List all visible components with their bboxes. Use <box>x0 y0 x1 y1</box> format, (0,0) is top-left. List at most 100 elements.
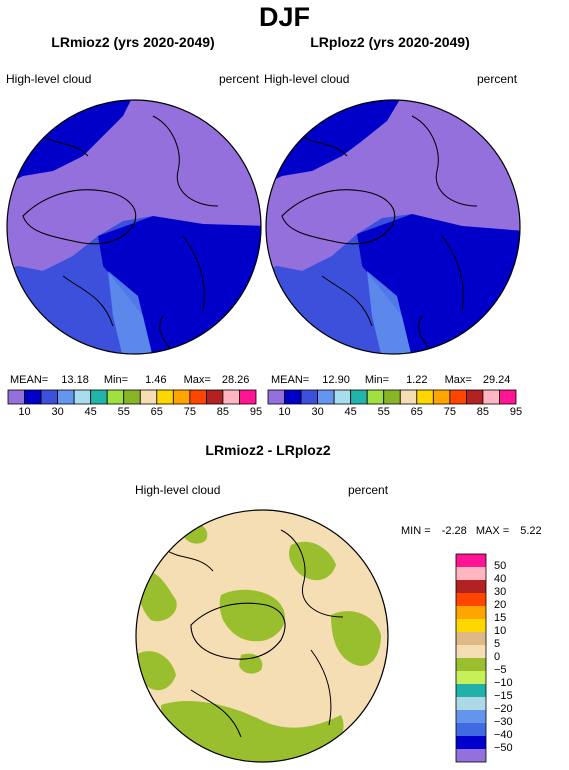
diff-panel-title: LRmioz2 - LRploz2 <box>205 442 331 458</box>
diff-colorbar-swatch <box>456 567 486 580</box>
diff-min-label: MIN = <box>401 525 431 537</box>
diff-colorbar-frame <box>455 553 487 763</box>
colorbar-swatch <box>383 389 401 405</box>
left-panel-title: LRmioz2 (yrs 2020-2049) <box>51 34 215 50</box>
diff-tick-label: −30 <box>494 716 513 728</box>
colorbar-swatch <box>284 389 302 405</box>
colorbar-swatch <box>139 389 158 405</box>
diff-colorbar-swatch <box>456 736 486 749</box>
colorbar-swatch <box>499 389 517 405</box>
colorbar-swatch <box>156 389 174 405</box>
diff-tick-label: −15 <box>494 690 513 702</box>
colorbar-swatch <box>333 389 352 405</box>
colorbar-swatch <box>399 389 418 405</box>
diff-min-value: -2.28 <box>441 525 467 537</box>
diff-colorbar-swatch <box>456 723 486 736</box>
colorbar-swatch <box>300 389 318 405</box>
right-max-value: 29.24 <box>482 374 511 386</box>
diff-tick-label: 30 <box>494 586 507 598</box>
left-min-value: 1.46 <box>145 374 167 386</box>
diff-variable-label: High-level cloud <box>135 483 221 497</box>
diff-colorbar-swatch <box>456 684 486 697</box>
diff-colorbar-swatch <box>456 580 486 593</box>
right-mean-label: MEAN= <box>271 374 310 386</box>
colorbar-swatch <box>482 389 500 405</box>
left-tick-label: 85 <box>216 406 230 418</box>
diff-colorbar-swatch <box>456 671 486 684</box>
right-colorbar <box>267 389 517 405</box>
diff-tick-label: 50 <box>494 560 507 572</box>
left-units-label: percent <box>219 72 260 86</box>
colorbar-swatch <box>432 389 451 405</box>
right-max-label: Max= <box>444 374 472 386</box>
left-mean-value: 13.18 <box>61 374 89 386</box>
colorbar-swatch <box>222 389 240 405</box>
diff-colorbar-swatch <box>456 645 486 658</box>
diff-colorbar-swatch <box>456 697 486 710</box>
colorbar-swatch <box>416 389 434 405</box>
diff-colorbar-labels: 50 40 30 20 15 10 5 0 −5 −10 −15 −20 −30… <box>494 554 534 762</box>
right-panel-title: LRploz2 (yrs 2020-2049) <box>310 34 470 50</box>
right-min-label: Min= <box>364 374 390 386</box>
left-min-label: Min= <box>103 374 129 386</box>
right-polar-map <box>265 99 521 355</box>
colorbar-swatch <box>205 389 224 405</box>
diff-tick-label: −5 <box>494 664 507 676</box>
diff-max-value: 5.22 <box>520 525 542 537</box>
right-tick-label: 55 <box>377 406 390 418</box>
right-tick-label: 65 <box>410 406 423 418</box>
right-tick-label: 45 <box>344 406 357 418</box>
colorbar-swatch <box>7 389 25 405</box>
right-tick-label: 95 <box>509 406 523 418</box>
right-tick-label: 85 <box>476 406 490 418</box>
right-min-value: 1.22 <box>406 374 428 386</box>
diff-colorbar-swatch <box>456 749 486 762</box>
diff-tick-label: −40 <box>494 729 513 741</box>
diff-colorbar-swatch <box>456 619 486 632</box>
left-tick-label: 75 <box>183 406 196 418</box>
diff-tick-label: 0 <box>494 651 501 663</box>
right-tick-label: 30 <box>311 406 324 418</box>
diff-tick-label: −20 <box>494 703 513 715</box>
left-variable-label: High-level cloud <box>6 72 92 86</box>
colorbar-swatch <box>449 389 467 405</box>
diff-colorbar-swatch <box>456 710 486 723</box>
diff-colorbar-swatch <box>456 606 486 619</box>
main-title: DJF <box>258 2 310 32</box>
colorbar-swatch <box>172 389 191 405</box>
colorbar-swatch <box>24 389 42 405</box>
diff-colorbar-swatch <box>456 658 486 671</box>
colorbar-swatch <box>465 389 484 405</box>
colorbar-swatch <box>40 389 58 405</box>
right-variable-label: High-level cloud <box>264 72 350 86</box>
left-polar-map <box>6 99 262 355</box>
diff-polar-map <box>135 509 389 763</box>
right-tick-label: 10 <box>278 406 291 418</box>
diff-max-label: MAX = <box>475 525 510 537</box>
left-tick-label: 45 <box>84 406 97 418</box>
left-tick-label: 55 <box>117 406 130 418</box>
diff-tick-label: 10 <box>494 625 507 637</box>
diff-tick-label: −50 <box>494 742 513 754</box>
left-tick-label: 65 <box>150 406 163 418</box>
colorbar-swatch <box>350 389 368 405</box>
right-colorbar-ticks: 10 30 45 55 65 75 85 95 <box>268 406 522 420</box>
diff-units-label: percent <box>348 483 389 497</box>
diff-colorbar-swatch <box>456 632 486 645</box>
diff-colorbar-swatch <box>456 554 486 567</box>
diff-tick-label: 20 <box>494 599 507 611</box>
colorbar-swatch <box>317 389 335 405</box>
left-colorbar-ticks: 10 30 45 55 65 75 85 95 <box>8 406 262 420</box>
colorbar-swatch <box>106 389 125 405</box>
colorbar-swatch <box>57 389 75 405</box>
right-tick-label: 75 <box>443 406 456 418</box>
colorbar-swatch <box>267 389 285 405</box>
diff-tick-label: 15 <box>494 612 507 624</box>
colorbar-swatch <box>189 389 207 405</box>
diff-tick-label: 5 <box>494 638 501 650</box>
right-units-label: percent <box>477 72 518 86</box>
diff-tick-label: −10 <box>494 677 513 689</box>
left-tick-label: 95 <box>249 406 263 418</box>
diff-colorbar-swatch <box>456 593 486 606</box>
right-mean-value: 12.90 <box>322 374 350 386</box>
